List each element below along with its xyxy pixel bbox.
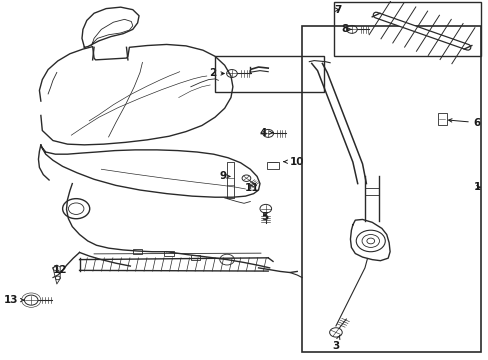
Bar bbox=[364, 188, 378, 195]
Bar bbox=[133, 249, 142, 254]
Bar bbox=[215, 56, 323, 92]
Text: 3: 3 bbox=[332, 335, 339, 351]
Text: 6: 6 bbox=[447, 118, 480, 128]
Text: 10: 10 bbox=[284, 157, 304, 167]
Text: 1: 1 bbox=[473, 182, 480, 192]
Text: 12: 12 bbox=[53, 265, 67, 275]
Text: 8: 8 bbox=[341, 24, 351, 35]
Bar bbox=[190, 255, 200, 260]
Bar bbox=[266, 162, 279, 169]
Text: 4: 4 bbox=[259, 128, 272, 138]
Text: 2: 2 bbox=[208, 68, 224, 78]
Text: 13: 13 bbox=[3, 295, 24, 305]
Bar bbox=[164, 251, 174, 256]
Text: 11: 11 bbox=[244, 183, 259, 193]
Text: 7: 7 bbox=[333, 5, 341, 15]
Bar bbox=[333, 3, 480, 56]
Text: 9: 9 bbox=[219, 171, 229, 181]
Bar bbox=[437, 113, 446, 125]
Bar bbox=[302, 26, 480, 352]
Text: 5: 5 bbox=[260, 212, 267, 222]
